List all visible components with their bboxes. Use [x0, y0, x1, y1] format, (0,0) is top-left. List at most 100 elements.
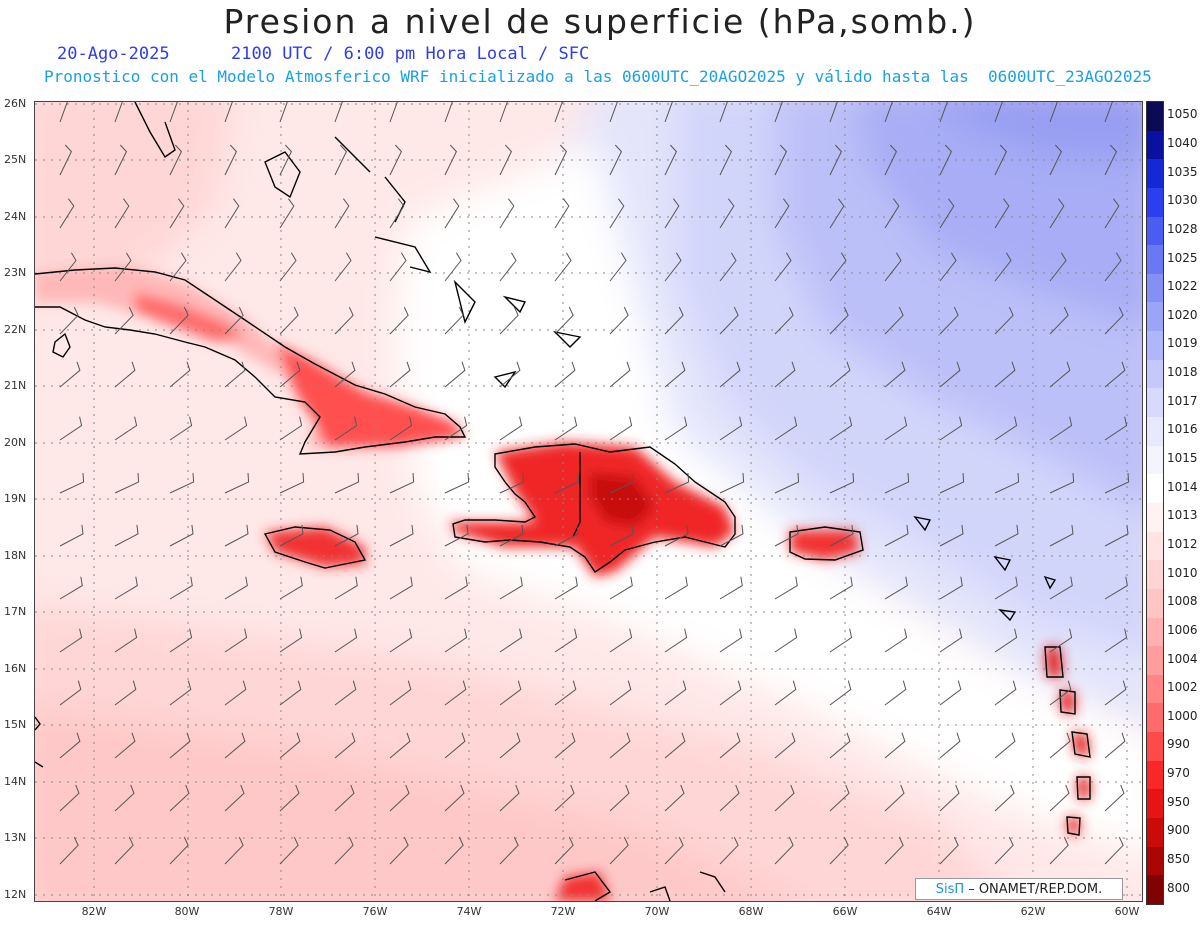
- wind-barb: [994, 361, 1016, 388]
- wind-barb: [499, 102, 508, 123]
- wind-barb: [664, 416, 688, 441]
- wind-barb: [829, 784, 850, 812]
- lat-lon-grid: [35, 102, 1142, 901]
- wind-barb: [114, 576, 138, 600]
- lon-label-80w: 80W: [174, 905, 200, 918]
- wind-barb: [389, 361, 411, 388]
- wind-barb: [884, 144, 897, 176]
- island-lows: [35, 264, 1090, 901]
- colorbar-label: 1040: [1167, 135, 1198, 150]
- wind-barb: [664, 680, 687, 706]
- wind-barb: [994, 732, 1016, 759]
- wind-barb: [169, 472, 195, 494]
- wind-barb: [389, 732, 411, 759]
- wind-barb: [884, 836, 904, 865]
- colorbar-swatch: [1147, 617, 1163, 647]
- wind-barb: [389, 628, 413, 653]
- wind-barb: [939, 306, 959, 335]
- wind-barb: [664, 628, 688, 653]
- wind-barb: [114, 524, 139, 547]
- wind-barb: [334, 524, 359, 547]
- wind-barb: [554, 524, 579, 547]
- wind-barb: [719, 784, 740, 812]
- wind-barb: [939, 361, 961, 388]
- colorbar-label: 850: [1167, 852, 1190, 867]
- wind-barb: [719, 306, 739, 335]
- wind-barb: [554, 732, 576, 759]
- wind-barb: [169, 252, 187, 282]
- wind-barb: [499, 628, 523, 653]
- lon-label-70w: 70W: [644, 905, 670, 918]
- wind-barb: [719, 198, 735, 229]
- colorbar-swatch: [1147, 703, 1163, 733]
- colorbar-label: 1025: [1167, 250, 1198, 265]
- wind-barb: [444, 680, 467, 706]
- wind-barb: [609, 732, 631, 759]
- wind-barb: [1104, 680, 1127, 706]
- lat-label-12n: 12N: [4, 888, 27, 901]
- wind-barb: [994, 472, 1020, 494]
- colorbar-label: 1008: [1167, 594, 1198, 609]
- wind-barb: [829, 252, 847, 282]
- wind-barb: [829, 576, 853, 600]
- wind-barb: [554, 576, 578, 600]
- wind-barb: [499, 306, 519, 335]
- datetime-line: 20-Ago-2025 2100 UTC / 6:00 pm Hora Loca…: [57, 44, 589, 64]
- lat-label-13n: 13N: [4, 831, 27, 844]
- wind-barb: [774, 306, 794, 335]
- wind-barb: [1049, 102, 1058, 123]
- wind-barb: [719, 680, 742, 706]
- wind-barb: [334, 306, 354, 335]
- wind-barb: [224, 732, 246, 759]
- wind-barb: [554, 361, 576, 388]
- wind-barb: [774, 144, 787, 176]
- wind-barb: [994, 306, 1014, 335]
- wind-barb: [444, 472, 470, 494]
- high-pressure-area: [505, 102, 1142, 735]
- wind-barb: [114, 361, 136, 388]
- wind-barb: [334, 102, 343, 123]
- wind-barb: [1104, 732, 1126, 759]
- colorbar-swatch: [1147, 502, 1163, 532]
- colorbar-swatch: [1147, 560, 1163, 589]
- colorbar-label: 970: [1167, 766, 1190, 781]
- lat-label-18n: 18N: [4, 549, 27, 562]
- colorbar-swatch: [1147, 102, 1163, 131]
- wind-barb: [334, 576, 358, 600]
- lon-label-72w: 72W: [550, 905, 576, 918]
- lat-label-15n: 15N: [4, 718, 27, 731]
- wind-barb: [224, 102, 233, 123]
- wind-barb: [169, 836, 189, 865]
- wind-barb: [884, 628, 908, 653]
- wind-barb: [1104, 198, 1120, 229]
- lon-label-64w: 64W: [926, 905, 952, 918]
- wind-barb: [829, 680, 852, 706]
- wind-barb: [169, 361, 191, 388]
- wind-barb: [554, 784, 575, 812]
- wind-barb: [719, 836, 739, 865]
- wind-barb: [444, 252, 462, 282]
- wind-barb: [224, 198, 240, 229]
- wind-barb: [499, 680, 522, 706]
- wind-barb: [1049, 836, 1069, 865]
- colorbar-label: 1030: [1167, 193, 1198, 208]
- wind-barb: [939, 252, 957, 282]
- wind-barb: [279, 144, 292, 176]
- wind-barb: [499, 524, 524, 547]
- lon-label-82w: 82W: [81, 905, 107, 918]
- colorbar-swatch: [1147, 588, 1163, 618]
- wind-barb: [279, 198, 295, 229]
- wind-barb: [609, 472, 635, 494]
- wind-barb: [169, 524, 194, 547]
- wind-barb: [939, 784, 960, 812]
- wind-barb: [114, 472, 140, 494]
- wind-barb: [499, 252, 517, 282]
- wind-barb: [609, 144, 622, 176]
- wind-barb: [59, 836, 79, 865]
- lat-label-19n: 19N: [4, 492, 27, 505]
- wind-barb: [224, 680, 247, 706]
- wind-barb: [224, 416, 248, 441]
- colorbar-swatch: [1147, 760, 1163, 790]
- wind-barb: [114, 144, 127, 176]
- wind-barb: [444, 524, 469, 547]
